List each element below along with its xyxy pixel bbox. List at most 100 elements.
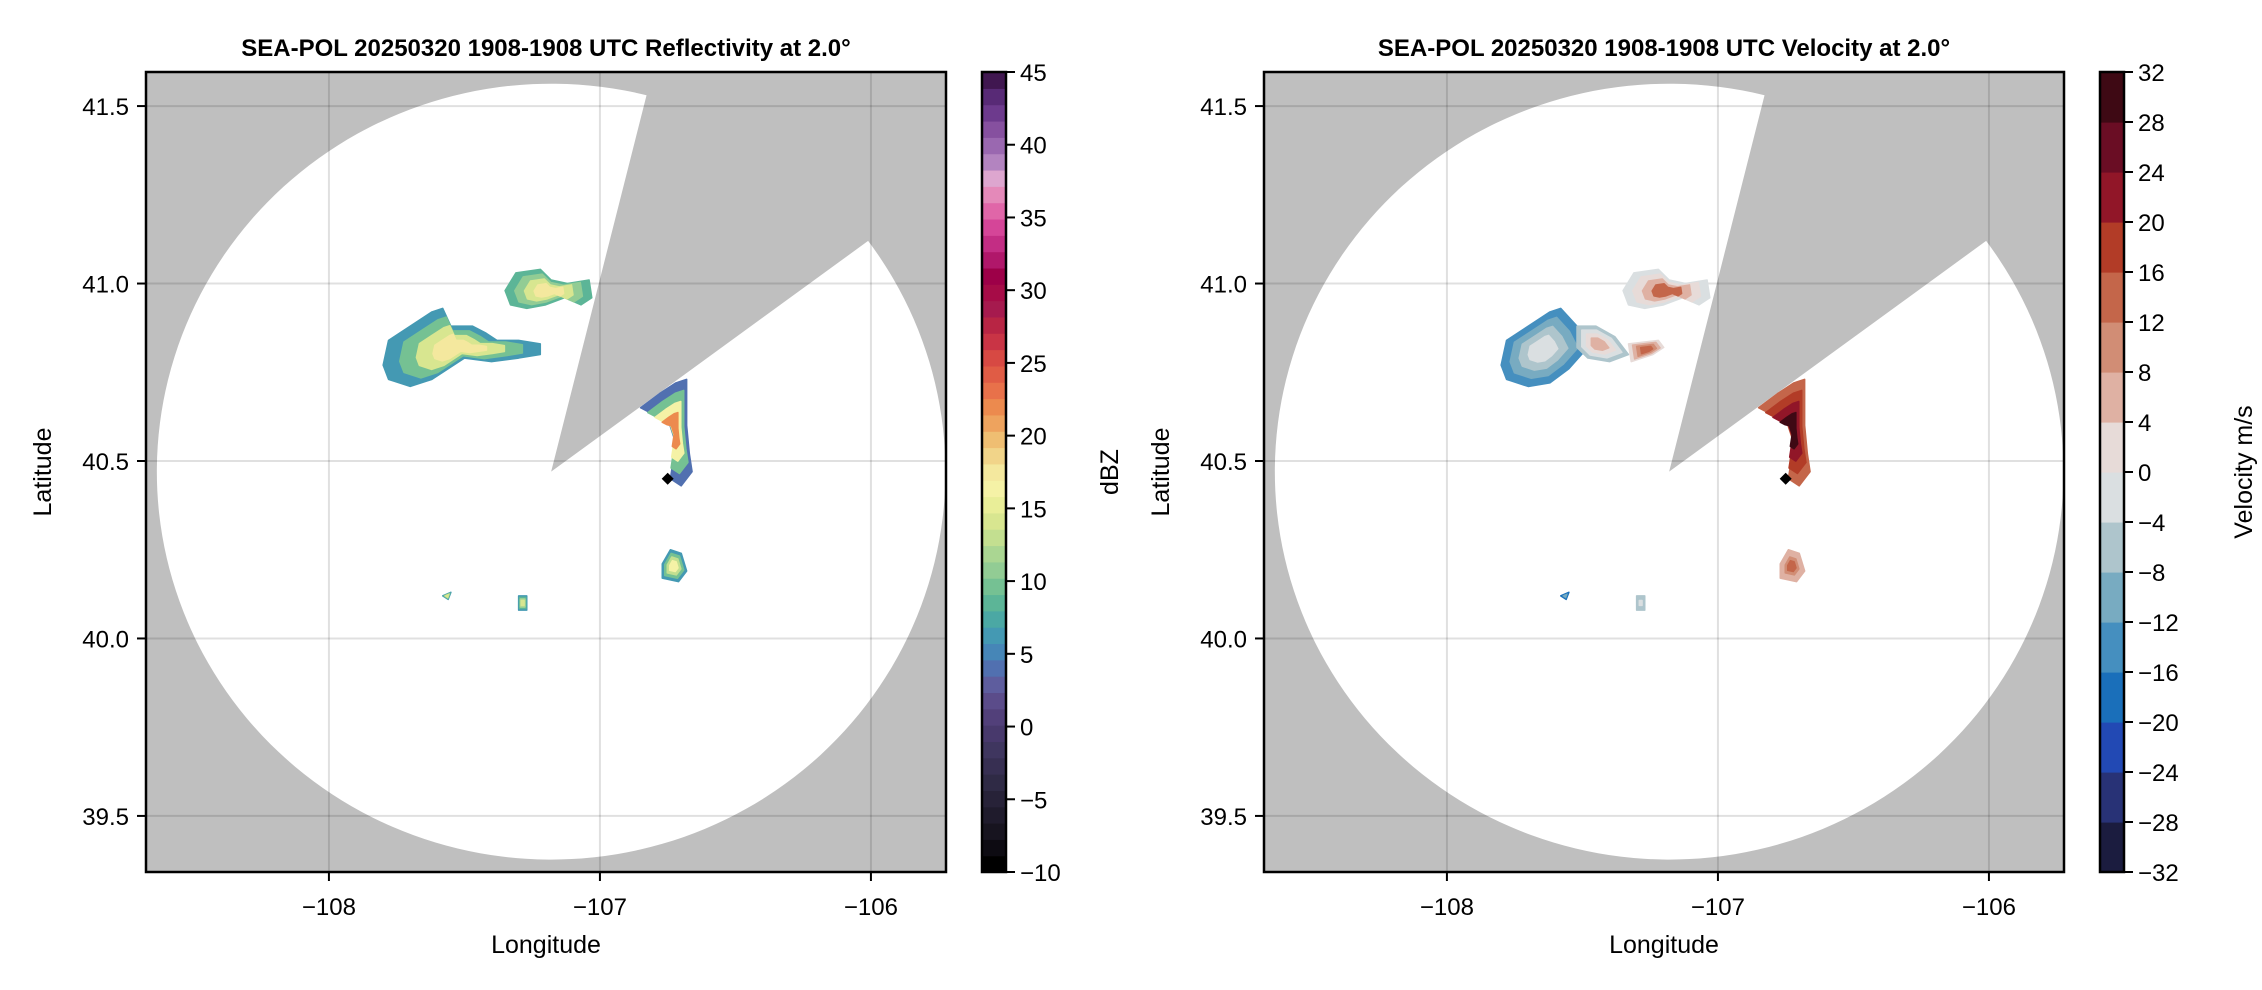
radar-coverage-area — [156, 83, 946, 860]
chart-title: SEA-POL 20250320 1908-1908 UTC Reflectiv… — [241, 35, 850, 62]
echo-east-cell — [1757, 378, 1811, 487]
colorbar-swatch — [982, 88, 1006, 106]
echo-layer — [1562, 593, 1568, 598]
colorbar-swatch — [2100, 472, 2124, 523]
colorbar-swatch — [982, 382, 1006, 400]
colorbar-swatch — [982, 512, 1006, 530]
colorbar-swatch — [982, 137, 1006, 155]
colorbar-swatch — [982, 186, 1006, 204]
colorbar-tick-label: 12 — [2138, 310, 2165, 337]
colorbar-swatch — [2100, 422, 2124, 473]
echo-layer — [444, 593, 450, 598]
colorbar-swatch — [982, 202, 1006, 220]
colorbar-swatch — [982, 594, 1006, 612]
colorbar-tick-label: −12 — [2138, 610, 2179, 637]
y-axis-label: Latitude — [29, 428, 57, 517]
colorbar-swatch — [982, 545, 1006, 563]
colorbar-swatch — [982, 692, 1006, 710]
echo-southwest-fragments — [441, 591, 452, 601]
colorbar-swatch — [982, 333, 1006, 351]
radar-coverage-area — [1274, 83, 2064, 860]
colorbar-tick-label: −32 — [2138, 860, 2179, 887]
colorbar-swatch — [2100, 572, 2124, 623]
colorbar-swatch — [982, 839, 1006, 857]
colorbar-tick-label: 0 — [1020, 715, 1033, 742]
chart-title: SEA-POL 20250320 1908-1908 UTC Velocity … — [1378, 35, 1950, 62]
radar-site-marker — [661, 472, 674, 485]
colorbar-tick-label: 30 — [1020, 278, 1047, 305]
colorbar-tick-label: −4 — [2138, 510, 2165, 537]
y-tick-label: 40.5 — [1200, 449, 1247, 476]
radar-site-marker — [1779, 472, 1792, 485]
colorbar-tick-label: 25 — [1020, 351, 1047, 378]
colorbar-swatch — [982, 398, 1006, 416]
echo-south-fragments — [1635, 595, 1646, 611]
colorbar-tick-label: 24 — [2138, 160, 2165, 187]
echo-layer — [1639, 345, 1654, 355]
colorbar-swatch — [982, 529, 1006, 547]
colorbar-swatch — [982, 169, 1006, 187]
colorbar-tick-label: 20 — [2138, 210, 2165, 237]
echo-layer — [1527, 334, 1559, 363]
colorbar-tick-label: 35 — [1020, 205, 1047, 232]
colorbar-tick-label: −24 — [2138, 760, 2179, 787]
echo-layer — [533, 283, 565, 298]
colorbar-swatch — [982, 659, 1006, 677]
colorbar-swatch — [2100, 822, 2124, 873]
colorbar-label: dBZ — [1096, 449, 1124, 495]
colorbar: −32 −28 −24 −20 −16 −12 −8 −4 0 4 8 12 16 20 24 28 32 Vel… — [2098, 60, 2258, 887]
plot-frame — [144, 70, 948, 874]
colorbar-swatch — [982, 806, 1006, 824]
colorbar-tick-label: 40 — [1020, 133, 1047, 160]
colorbar-tick-label: −16 — [2138, 660, 2179, 687]
colorbar-swatch — [982, 610, 1006, 628]
colorbar-swatch — [982, 120, 1006, 138]
colorbar-swatch — [982, 725, 1006, 742]
colorbar-swatch — [982, 757, 1006, 775]
colorbar-swatch — [982, 741, 1006, 759]
x-tick-label: −108 — [302, 894, 356, 921]
colorbar-swatch — [982, 349, 1006, 367]
colorbar-tick-label: 28 — [2138, 110, 2165, 137]
x-tick-label: −107 — [573, 894, 627, 921]
echo-northwest-cell-near-zero — [1576, 325, 1630, 363]
echo-layer — [1786, 559, 1797, 573]
echo-layer — [1590, 337, 1610, 351]
colorbar-swatch — [982, 104, 1006, 122]
colorbar-tick-label: 45 — [1020, 60, 1047, 87]
x-tick-label: −106 — [844, 894, 898, 921]
echo-south-cell — [1779, 548, 1806, 583]
y-tick-label: 40.0 — [1200, 626, 1247, 653]
echo-north-cell — [504, 268, 593, 310]
colorbar-tick-label: −10 — [1020, 860, 1061, 887]
x-tick-label: −106 — [1962, 894, 2016, 921]
y-tick-label: 41.0 — [82, 272, 129, 299]
colorbar-swatch — [2100, 522, 2124, 573]
colorbar: −10 −5 0 5 10 15 20 25 30 35 40 45 dBZ — [980, 60, 1124, 887]
colorbar-swatch — [2100, 72, 2124, 123]
colorbar-swatch — [982, 72, 1006, 89]
panel-velocity: −108 −107 −106 39.5 40.0 40.5 41.0 41.5 SEA-POL … — [1147, 35, 2258, 959]
colorbar-swatch — [982, 643, 1006, 661]
colorbar-swatch — [982, 300, 1006, 318]
echo-east-cell — [639, 378, 693, 487]
x-axis-label: Longitude — [1609, 931, 1719, 959]
colorbar-swatch — [982, 316, 1006, 334]
colorbar-tick-label: 8 — [2138, 360, 2151, 387]
y-tick-label: 40.5 — [82, 449, 129, 476]
colorbar-tick-label: 20 — [1020, 424, 1047, 451]
colorbar-swatch — [982, 627, 1006, 645]
colorbar-swatch — [2100, 672, 2124, 723]
echo-southwest-fragments — [1559, 591, 1570, 601]
colorbar-tick-label: −8 — [2138, 560, 2165, 587]
colorbar-swatch — [2100, 772, 2124, 823]
colorbar-swatch — [982, 676, 1006, 694]
colorbar-swatch — [982, 855, 1006, 873]
colorbar-tick-label: −5 — [1020, 787, 1047, 814]
colorbar-swatch — [982, 774, 1006, 791]
echo-layer — [432, 333, 488, 362]
echo-northwest-cell — [382, 307, 542, 388]
echo-layer — [668, 559, 679, 573]
colorbar-swatch — [982, 496, 1006, 514]
